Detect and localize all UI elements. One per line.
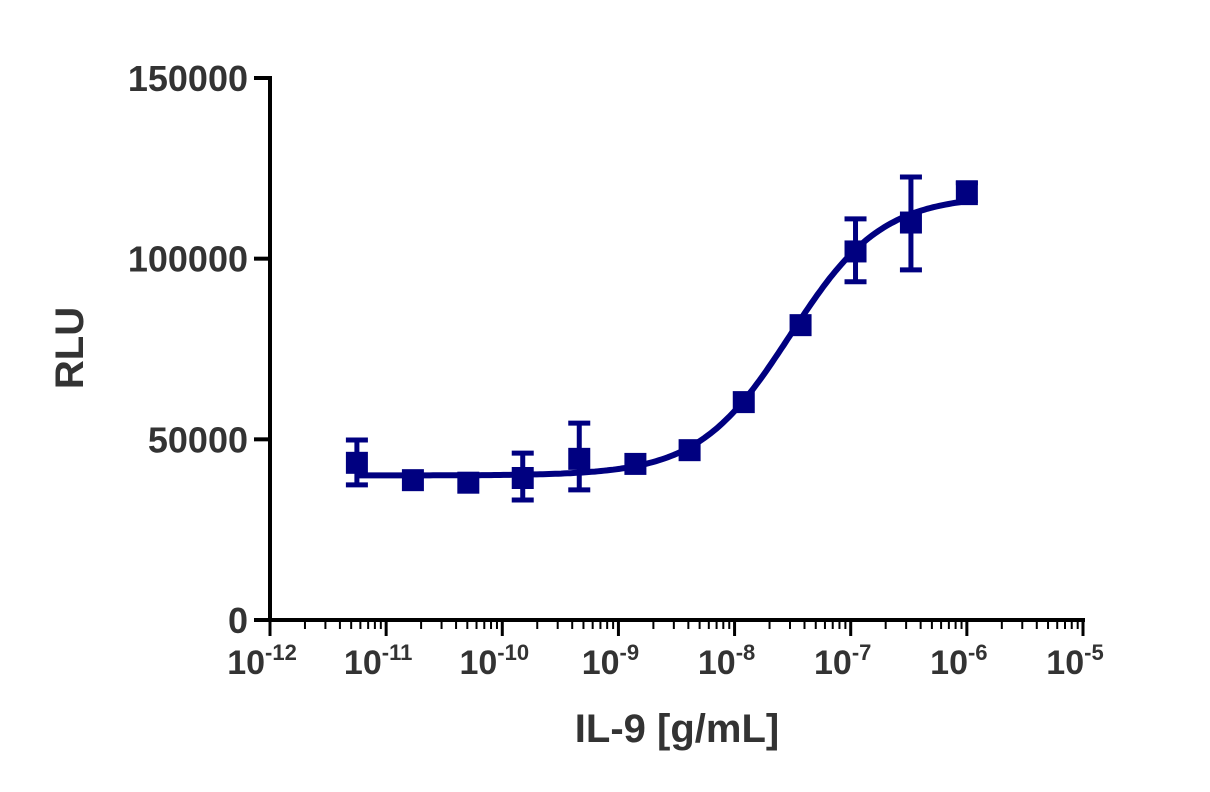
- point-marker: [789, 314, 812, 337]
- fit-curve: [356, 198, 968, 479]
- x-tick-label: 10-8: [698, 640, 755, 682]
- y-tick-label: 50000: [148, 419, 248, 460]
- point-marker: [568, 447, 591, 470]
- data-point: [345, 437, 368, 488]
- data-point: [955, 180, 978, 206]
- data-point: [624, 452, 647, 475]
- x-tick-label: 10-5: [1046, 640, 1103, 682]
- point-marker: [899, 211, 922, 234]
- data-point: [401, 469, 424, 492]
- point-marker: [844, 240, 867, 263]
- point-marker: [345, 451, 368, 474]
- data-point: [511, 450, 534, 503]
- point-marker: [624, 452, 647, 475]
- data-point: [457, 471, 480, 494]
- data-point: [899, 174, 922, 273]
- x-tick-label: 10-9: [582, 640, 639, 682]
- data-point: [678, 439, 701, 462]
- x-tick-label: 10-12: [227, 640, 297, 682]
- y-axis-label: RLU: [48, 307, 92, 389]
- point-marker: [732, 391, 755, 414]
- y-tick-label: 150000: [128, 58, 248, 99]
- point-marker: [955, 180, 978, 203]
- point-marker: [457, 471, 480, 494]
- axes: 0 50000 100000 150000 10-12 10-11 10-10 10-9 10-…: [128, 58, 1104, 682]
- x-tick-label: 10-6: [930, 640, 987, 682]
- fit-curve-group: [356, 198, 968, 479]
- data-point: [789, 314, 812, 337]
- x-tick-label: 10-10: [459, 640, 529, 682]
- data-points: [345, 174, 978, 503]
- data-point: [844, 216, 867, 285]
- point-marker: [401, 469, 424, 492]
- y-tick-label: 100000: [128, 239, 248, 280]
- x-axis-label: IL-9 [g/mL]: [575, 707, 779, 751]
- point-marker: [511, 466, 534, 489]
- y-tick-label: 0: [228, 600, 248, 641]
- data-point: [732, 391, 755, 414]
- x-tick-label: 10-11: [344, 640, 412, 682]
- data-point: [568, 420, 591, 493]
- point-marker: [678, 439, 701, 462]
- x-tick-label: 10-7: [814, 640, 871, 682]
